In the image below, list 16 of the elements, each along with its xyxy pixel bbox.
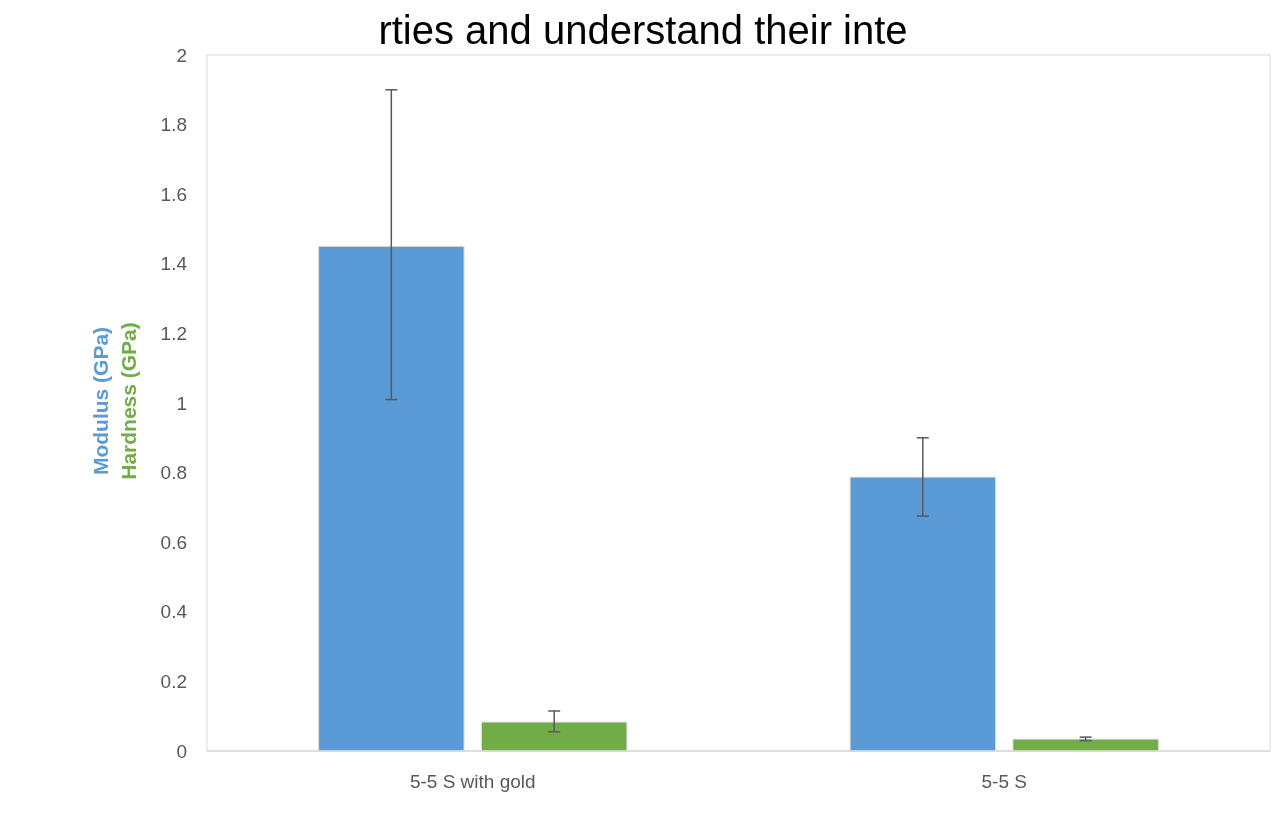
text: Hardness (GPa) [117, 322, 140, 480]
y-tick-label: 0.6 [160, 531, 187, 553]
y-tick-label: 1.6 [160, 183, 187, 205]
y-tick-label: 0 [176, 740, 187, 762]
y-tick-label: 0.4 [160, 601, 188, 623]
y-tick-label: 0.2 [160, 671, 187, 693]
y-tick-label: 1.4 [160, 253, 188, 275]
y-tick-label: 0.8 [160, 462, 187, 484]
y-tick-label: 1 [176, 392, 187, 414]
x-tick-label: 5-5 S [981, 771, 1027, 792]
text: rties and understand their inte [378, 8, 908, 52]
x-tick-label: 5-5 S with gold [409, 771, 536, 792]
text: Modulus (GPa) [89, 326, 112, 476]
y-tick-label: 1.2 [160, 323, 187, 345]
y-tick-label: 2 [176, 44, 187, 66]
y-tick-label: 1.8 [160, 114, 187, 136]
